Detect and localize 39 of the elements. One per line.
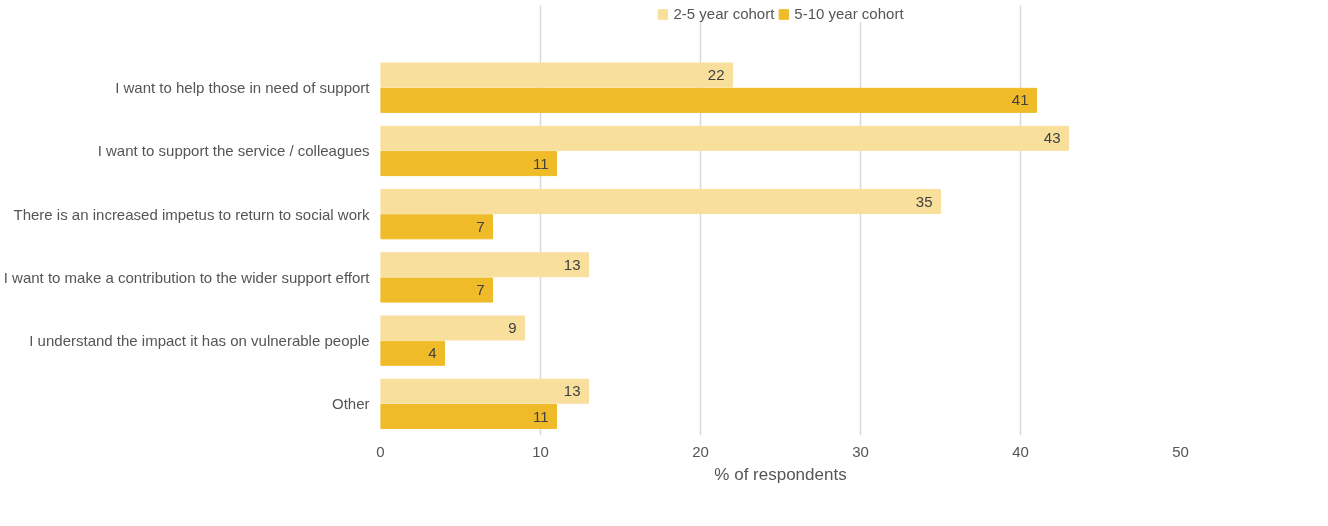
y-tick-label: I want to help those in need of support xyxy=(115,79,371,97)
x-tick-label: 0 xyxy=(376,442,385,460)
x-tick-label: 30 xyxy=(852,442,869,460)
x-tick-label: 40 xyxy=(1012,442,1029,460)
data-label: 35 xyxy=(915,192,933,210)
bar xyxy=(380,378,589,404)
bar xyxy=(380,62,733,88)
data-label: 13 xyxy=(563,382,581,400)
y-tick-label: I want to make a contribution to the wider support effort xyxy=(3,268,371,286)
y-tick-label: I want to support the service / colleagues xyxy=(97,142,370,160)
x-tick-label: 50 xyxy=(1172,442,1189,460)
bar xyxy=(380,214,493,240)
data-label: 11 xyxy=(532,407,549,425)
bar xyxy=(380,315,525,341)
bar xyxy=(380,277,493,303)
bar xyxy=(380,404,557,430)
x-axis-title: % of respondents xyxy=(714,464,847,484)
data-label: 9 xyxy=(508,319,517,336)
bar xyxy=(380,87,1037,113)
x-tick-label: 10 xyxy=(532,442,549,460)
bar xyxy=(380,125,1069,151)
legend-label: 5-10 year cohort xyxy=(794,5,904,22)
bar xyxy=(380,252,589,278)
y-tick-label: I understand the impact it has on vulnerable people xyxy=(29,332,370,350)
data-label: 7 xyxy=(476,217,485,235)
bar xyxy=(380,189,941,215)
legend-label: 2-5 year cohort xyxy=(673,5,775,22)
data-label: 41 xyxy=(1011,91,1029,109)
data-label: 11 xyxy=(532,154,549,172)
x-tick-label: 20 xyxy=(692,442,709,460)
data-label: 7 xyxy=(476,281,485,299)
y-tick-label: There is an increased impetus to return to social work xyxy=(13,205,370,223)
bar xyxy=(380,340,445,366)
data-label: 43 xyxy=(1043,129,1061,147)
data-label: 13 xyxy=(563,255,581,273)
bar xyxy=(380,151,557,177)
data-label: 4 xyxy=(428,344,437,362)
data-label: 22 xyxy=(707,66,725,84)
y-tick-label: Other xyxy=(331,395,370,413)
